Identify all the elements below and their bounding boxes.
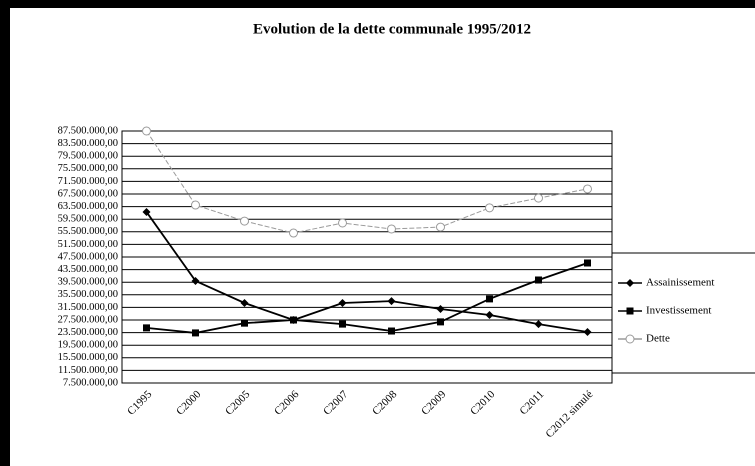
- point: [534, 320, 543, 329]
- legend-label: Dette: [646, 333, 670, 345]
- y-tick-label: 83.500.000,00: [58, 138, 118, 149]
- legend-box: [611, 252, 755, 374]
- point: [289, 228, 298, 238]
- y-tick-label: 87.500.000,00: [58, 125, 118, 136]
- y-tick-label: 43.500.000,00: [58, 264, 118, 275]
- series-line: [146, 262, 588, 334]
- point: [338, 298, 347, 307]
- y-tick-label: 63.500.000,00: [58, 201, 118, 212]
- point: [240, 216, 249, 226]
- point: [142, 207, 151, 216]
- y-tick-label: 35.500.000,00: [58, 289, 118, 300]
- point: [338, 218, 347, 228]
- point: [192, 329, 199, 337]
- series-line: [146, 130, 588, 234]
- y-tick-label: 23.500.000,00: [58, 327, 118, 338]
- chart-title: Evolution de la dette communale 1995/201…: [253, 21, 531, 37]
- y-tick-label: 31.500.000,00: [58, 302, 118, 313]
- y-tick-label: 19.500.000,00: [58, 340, 118, 351]
- y-tick-label: 55.500.000,00: [58, 226, 118, 237]
- point: [191, 276, 200, 285]
- point: [240, 298, 249, 307]
- series-line: [145, 211, 588, 333]
- point: [290, 316, 297, 324]
- y-tick-label: 59.500.000,00: [58, 214, 118, 225]
- point: [535, 276, 542, 284]
- legend-marker: [626, 307, 634, 315]
- y-tick-label: 15.500.000,00: [58, 352, 118, 363]
- legend-marker: [625, 334, 635, 344]
- legend-label: Investissement: [646, 305, 711, 317]
- y-tick-label: 27.500.000,00: [58, 314, 118, 325]
- point: [142, 126, 151, 136]
- point: [583, 327, 592, 336]
- point: [485, 203, 494, 213]
- point: [437, 318, 444, 326]
- y-tick-label: 67.500.000,00: [58, 188, 118, 199]
- y-tick-label: 39.500.000,00: [58, 277, 118, 288]
- y-tick-label: 51.500.000,00: [58, 239, 118, 250]
- point: [436, 222, 445, 232]
- legend-marker: [626, 279, 634, 287]
- point: [191, 200, 200, 210]
- y-tick-label: 11.500.000,00: [58, 365, 118, 376]
- point: [485, 310, 494, 319]
- point: [143, 324, 150, 332]
- legend-label: Assainissement: [646, 277, 714, 289]
- point: [583, 184, 592, 194]
- y-tick-label: 7.500.000,00: [63, 377, 118, 388]
- chart-area: [10, 8, 755, 466]
- point: [387, 297, 396, 306]
- y-tick-label: 47.500.000,00: [58, 251, 118, 262]
- y-tick-label: 71.500.000,00: [58, 176, 118, 187]
- point: [241, 319, 248, 327]
- point: [388, 327, 395, 335]
- point: [584, 259, 591, 267]
- point: [387, 224, 396, 234]
- point: [534, 193, 543, 203]
- y-tick-label: 75.500.000,00: [58, 163, 118, 174]
- point: [486, 295, 493, 303]
- y-tick-label: 79.500.000,00: [58, 151, 118, 162]
- point: [436, 304, 445, 313]
- point: [339, 320, 346, 328]
